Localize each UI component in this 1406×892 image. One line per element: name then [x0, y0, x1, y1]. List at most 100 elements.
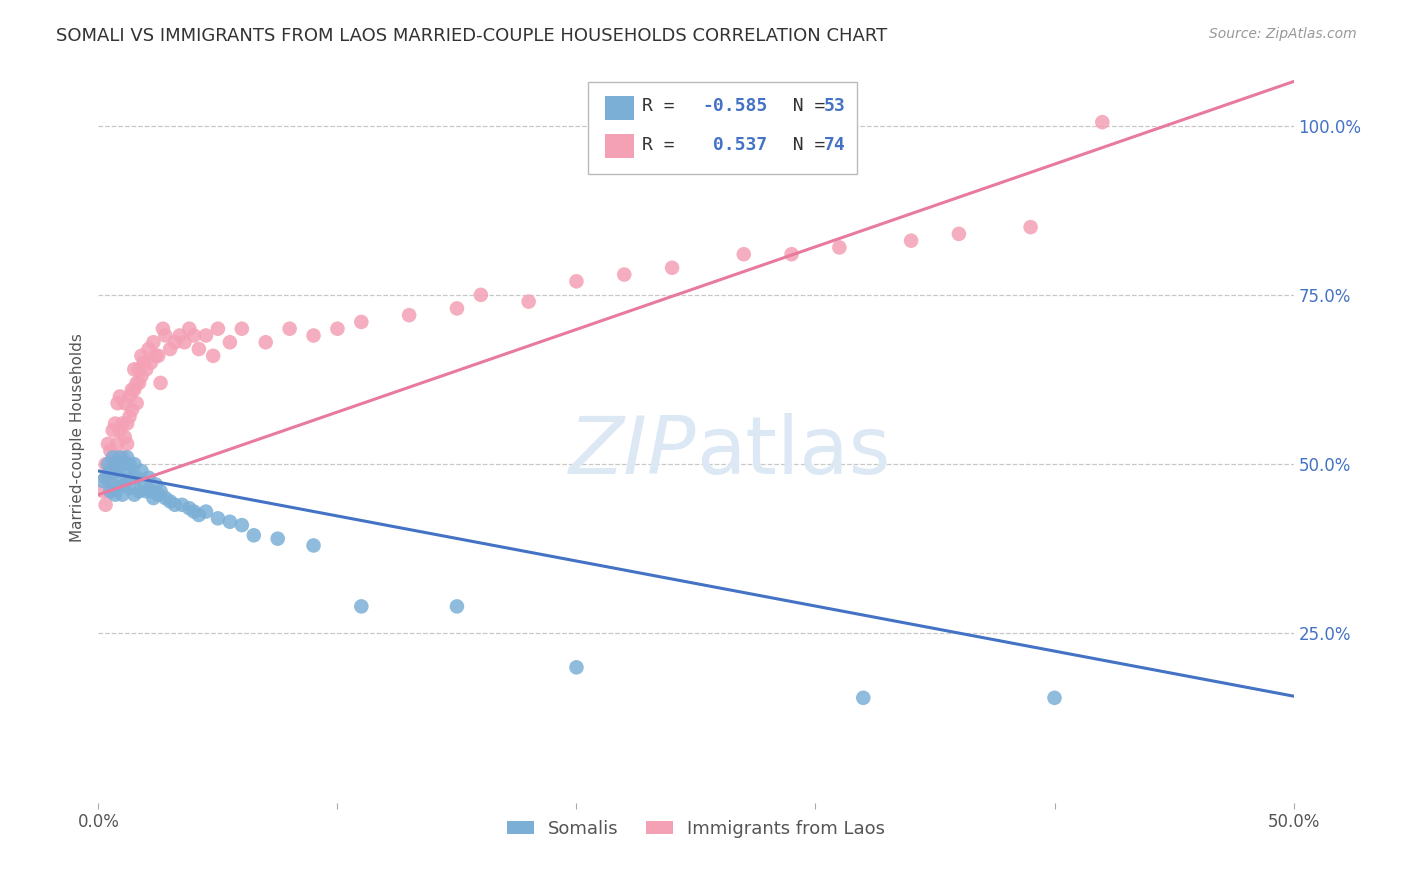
Point	[163, 335, 186, 350]
Point	[138, 471, 160, 485]
Point	[131, 349, 153, 363]
Point	[118, 409, 141, 424]
Point	[565, 660, 588, 674]
Y-axis label: Married-couple Households: Married-couple Households	[69, 333, 84, 541]
Point	[94, 457, 117, 471]
Text: 74: 74	[824, 136, 845, 153]
Point	[104, 488, 127, 502]
Point	[138, 342, 160, 356]
Text: 0.537: 0.537	[702, 136, 768, 153]
Point	[152, 322, 174, 336]
Point	[470, 288, 492, 302]
Point	[828, 240, 851, 254]
Point	[1043, 690, 1066, 705]
Point	[91, 474, 114, 488]
Point	[125, 396, 148, 410]
Point	[173, 335, 195, 350]
Point	[565, 274, 588, 288]
Point	[159, 342, 181, 356]
Point	[114, 396, 136, 410]
Point	[446, 301, 468, 316]
FancyBboxPatch shape	[589, 82, 858, 174]
Point	[302, 328, 325, 343]
Point	[118, 389, 141, 403]
Point	[98, 443, 122, 458]
Point	[1091, 115, 1114, 129]
Point	[104, 457, 127, 471]
Point	[135, 362, 157, 376]
Point	[107, 437, 129, 451]
Point	[195, 505, 218, 519]
Point	[124, 457, 146, 471]
Point	[148, 488, 170, 502]
Point	[145, 477, 167, 491]
Point	[219, 335, 242, 350]
Point	[326, 322, 349, 336]
Point	[121, 403, 143, 417]
Point	[104, 450, 127, 465]
Point	[107, 464, 129, 478]
Point	[159, 494, 181, 508]
Point	[125, 376, 148, 390]
Point	[91, 484, 114, 499]
Point	[97, 471, 120, 485]
Point	[187, 508, 209, 522]
Point	[108, 450, 131, 465]
Point	[302, 538, 325, 552]
Point	[231, 518, 253, 533]
Point	[132, 355, 155, 369]
Point	[195, 328, 218, 343]
Point	[350, 599, 373, 614]
Point	[1019, 220, 1042, 235]
Point	[183, 328, 205, 343]
Point	[135, 484, 157, 499]
FancyBboxPatch shape	[605, 135, 634, 158]
Point	[131, 369, 153, 384]
Point	[128, 376, 150, 390]
Point	[169, 328, 191, 343]
Point	[124, 362, 146, 376]
Text: Source: ZipAtlas.com: Source: ZipAtlas.com	[1209, 27, 1357, 41]
Text: 53: 53	[824, 97, 845, 115]
Point	[139, 355, 162, 369]
Point	[97, 457, 120, 471]
Point	[179, 322, 201, 336]
Point	[172, 498, 194, 512]
Point	[124, 488, 146, 502]
Point	[733, 247, 755, 261]
Point	[111, 457, 134, 471]
Point	[104, 417, 127, 431]
Point	[155, 328, 177, 343]
Point	[207, 322, 229, 336]
Point	[94, 471, 117, 485]
Point	[101, 423, 124, 437]
Point	[231, 322, 253, 336]
Point	[94, 498, 117, 512]
Point	[101, 477, 124, 491]
Point	[948, 227, 970, 241]
Point	[111, 488, 134, 502]
Point	[613, 268, 636, 282]
Point	[219, 515, 242, 529]
Point	[207, 511, 229, 525]
Point	[142, 491, 165, 505]
Point	[661, 260, 683, 275]
Point	[107, 481, 129, 495]
Text: N =: N =	[772, 97, 837, 115]
Point	[121, 383, 143, 397]
Legend: Somalis, Immigrants from Laos: Somalis, Immigrants from Laos	[499, 813, 893, 845]
Point	[114, 430, 136, 444]
Point	[148, 349, 170, 363]
Point	[243, 528, 266, 542]
Point	[128, 362, 150, 376]
Point	[145, 349, 167, 363]
Text: -0.585: -0.585	[702, 97, 768, 115]
Point	[517, 294, 540, 309]
Point	[115, 450, 138, 465]
Point	[101, 450, 124, 465]
Point	[446, 599, 468, 614]
Point	[111, 450, 134, 465]
Point	[118, 457, 141, 471]
Point	[149, 376, 172, 390]
Point	[98, 464, 122, 478]
